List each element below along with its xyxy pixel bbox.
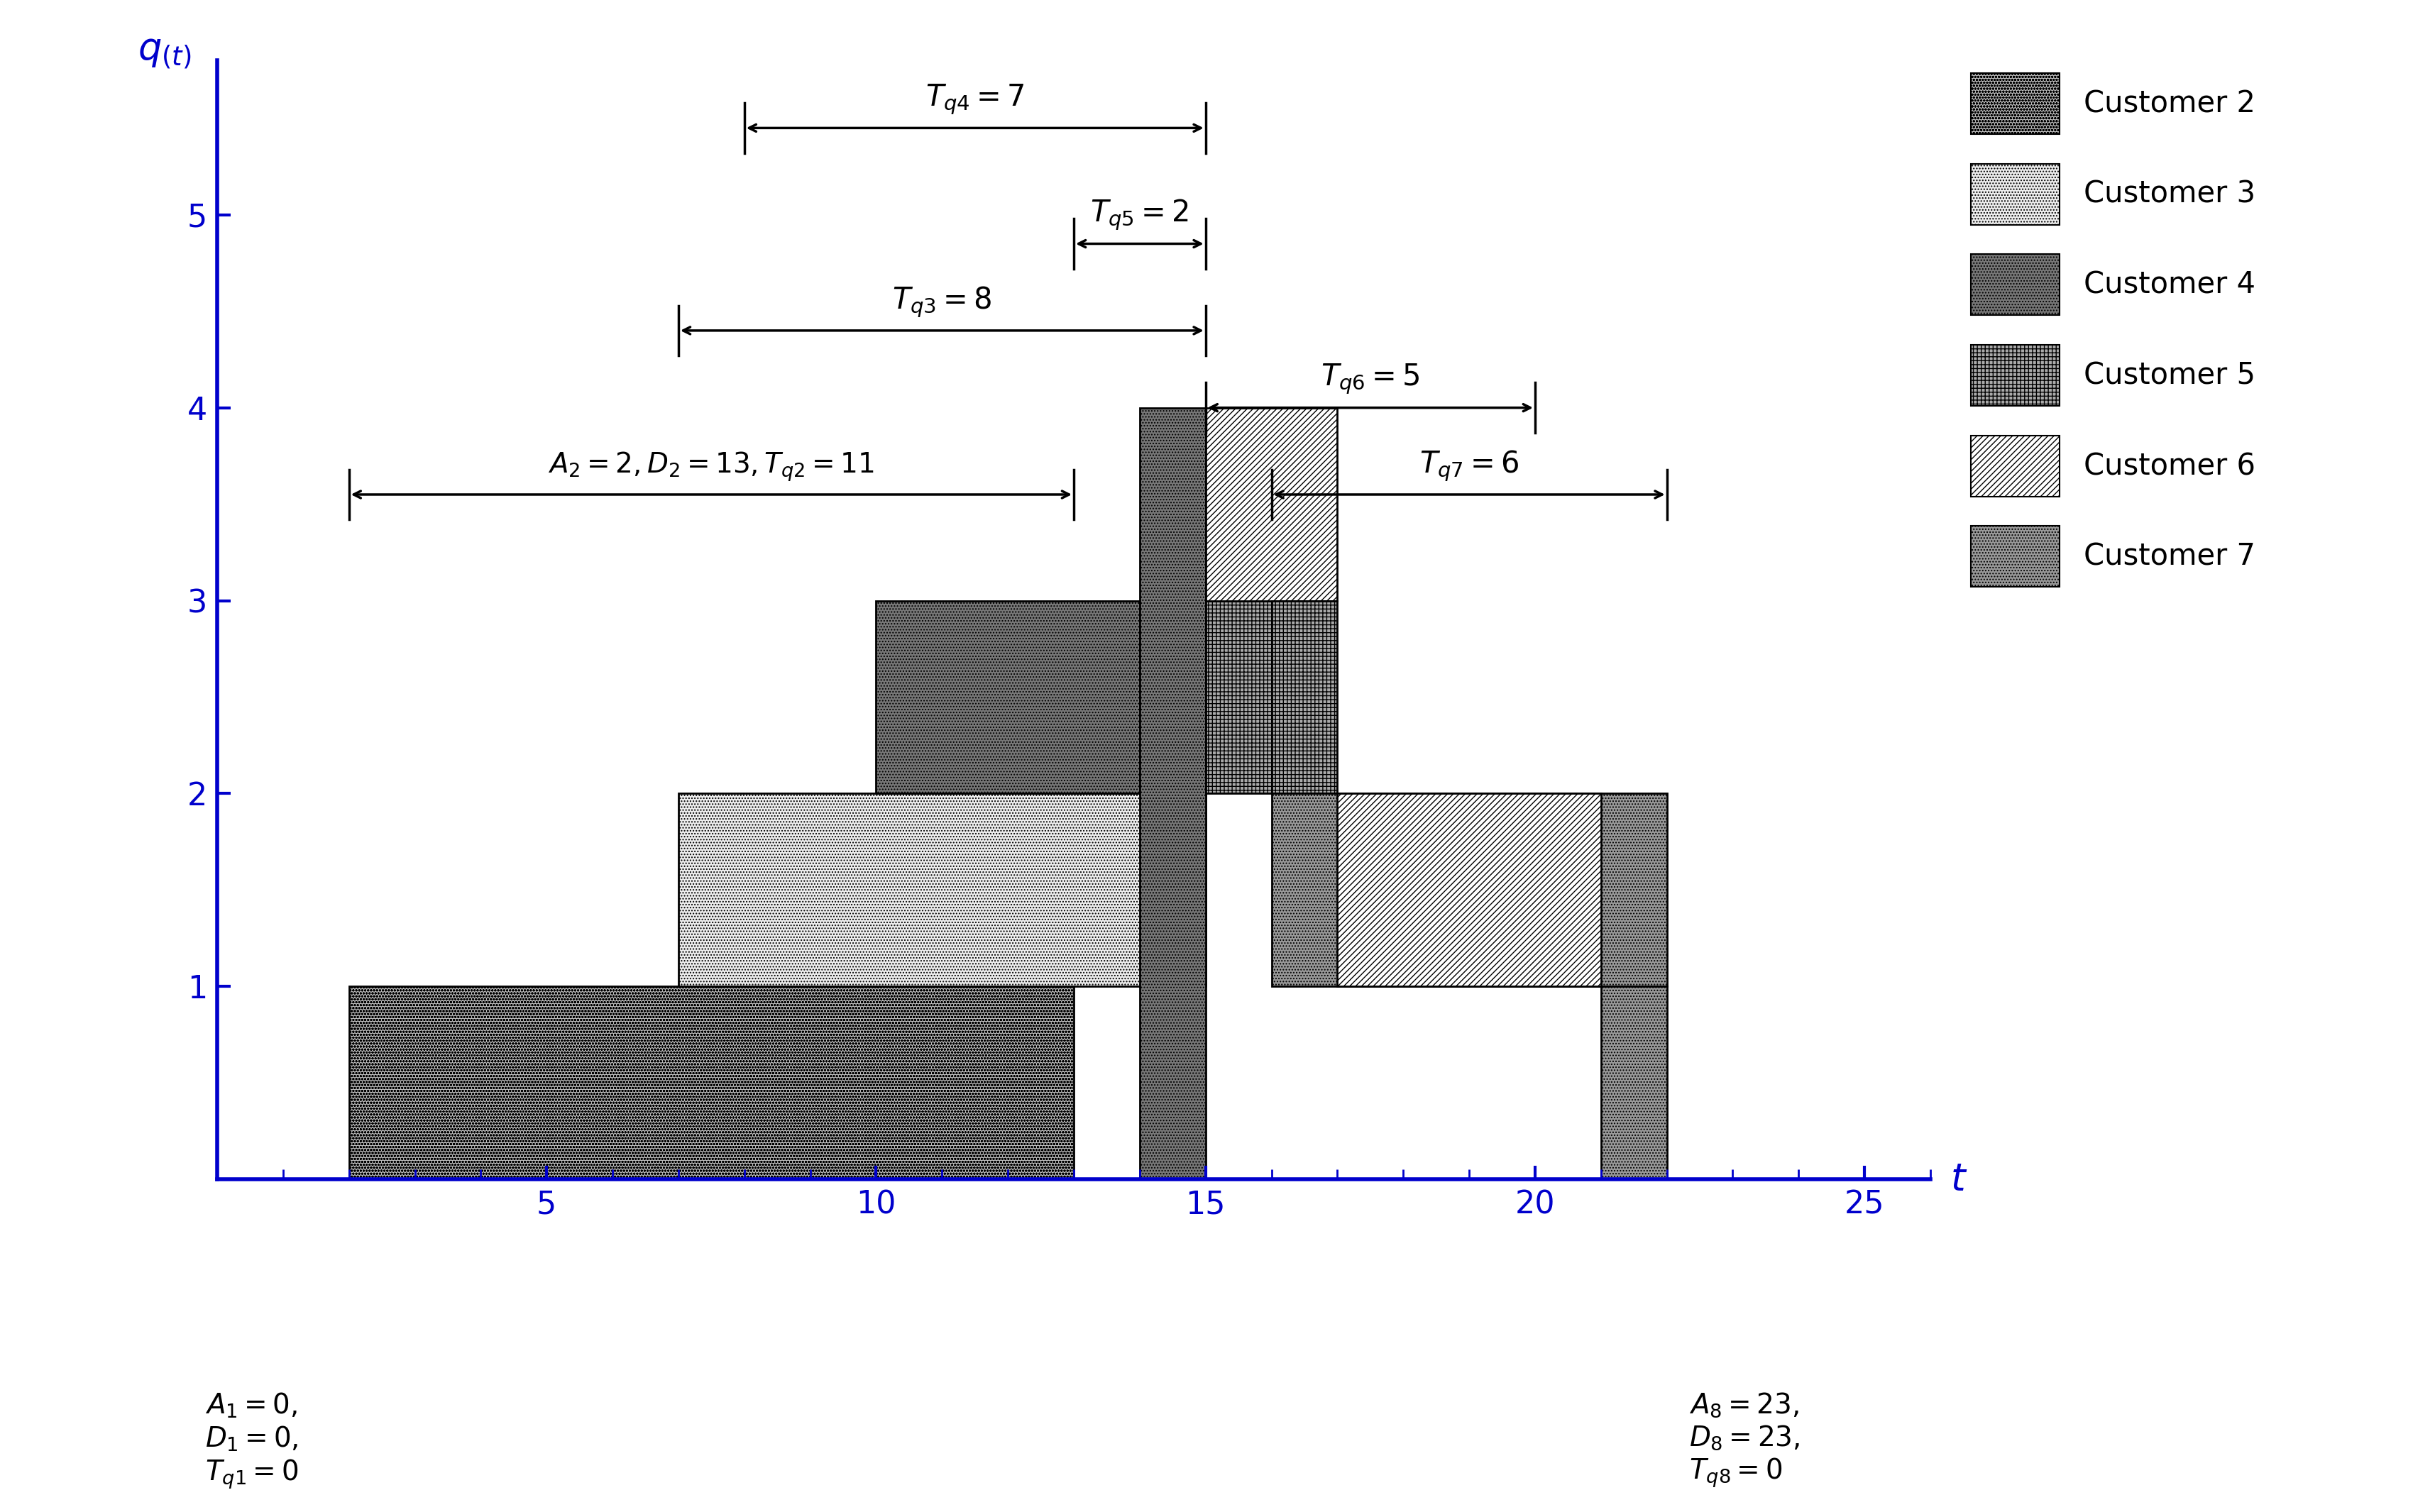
- Text: $A_8=23,$
$D_8=23,$
$T_{q8}=0$: $A_8=23,$ $D_8=23,$ $T_{q8}=0$: [1689, 1391, 1800, 1489]
- Text: $A_2=2, D_2=13, T_{q2}=11$: $A_2=2, D_2=13, T_{q2}=11$: [548, 449, 874, 482]
- Bar: [876, 600, 1139, 794]
- Text: $T_{q3}=8$: $T_{q3}=8$: [893, 284, 992, 319]
- Text: $T_{q4}=7$: $T_{q4}=7$: [927, 83, 1026, 116]
- Bar: [1337, 794, 1600, 986]
- Bar: [1139, 408, 1206, 1179]
- Bar: [1600, 986, 1667, 1179]
- Text: $A_1=0,$
$D_1=0,$
$T_{q1}=0$: $A_1=0,$ $D_1=0,$ $T_{q1}=0$: [205, 1391, 299, 1491]
- Bar: [1206, 600, 1272, 794]
- Bar: [1206, 408, 1337, 600]
- Text: $T_{q7}=6$: $T_{q7}=6$: [1419, 449, 1520, 482]
- Legend: Customer 2, Customer 3, Customer 4, Customer 5, Customer 6, Customer 7: Customer 2, Customer 3, Customer 4, Cust…: [1962, 64, 2263, 596]
- Bar: [678, 794, 1206, 986]
- Bar: [350, 986, 1074, 1179]
- Text: $q_{(t)}$: $q_{(t)}$: [138, 33, 191, 70]
- Text: $T_{q5}=2$: $T_{q5}=2$: [1091, 198, 1190, 233]
- Bar: [1272, 600, 1337, 794]
- Bar: [1272, 794, 1667, 986]
- Text: $T_{q6}=5$: $T_{q6}=5$: [1320, 363, 1419, 396]
- Text: $t$: $t$: [1950, 1161, 1967, 1198]
